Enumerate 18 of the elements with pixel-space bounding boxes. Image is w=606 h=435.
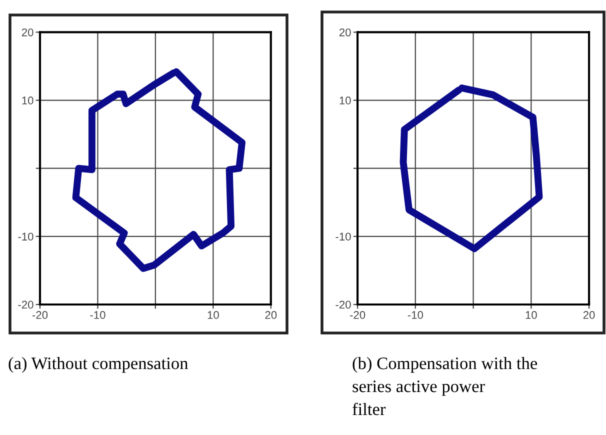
text: (a) Without compensation [8,357,188,373]
y-tick-label: -10 [336,232,351,241]
x-tick-label: -20 [350,311,366,319]
x-tick-label: -10 [408,311,424,319]
y-tick-label: 10 [22,96,34,104]
x-tick-label: -20 [32,311,48,319]
x-tick-label: 20 [583,311,595,319]
x-tick-label: 10 [208,311,219,319]
x-tick-label: -10 [90,311,106,319]
text: (b) Compensation with the series active power filter [352,357,538,416]
y-tick-label: 20 [22,28,34,36]
x-tick-label: 10 [526,311,537,319]
y-tick-label: -20 [336,300,351,309]
y-tick-label: -20 [18,300,34,309]
y-tick-label: 20 [339,28,351,36]
x-tick-label: 20 [265,311,277,319]
y-tick-label: -10 [18,232,34,241]
y-tick-label: 10 [340,96,351,104]
